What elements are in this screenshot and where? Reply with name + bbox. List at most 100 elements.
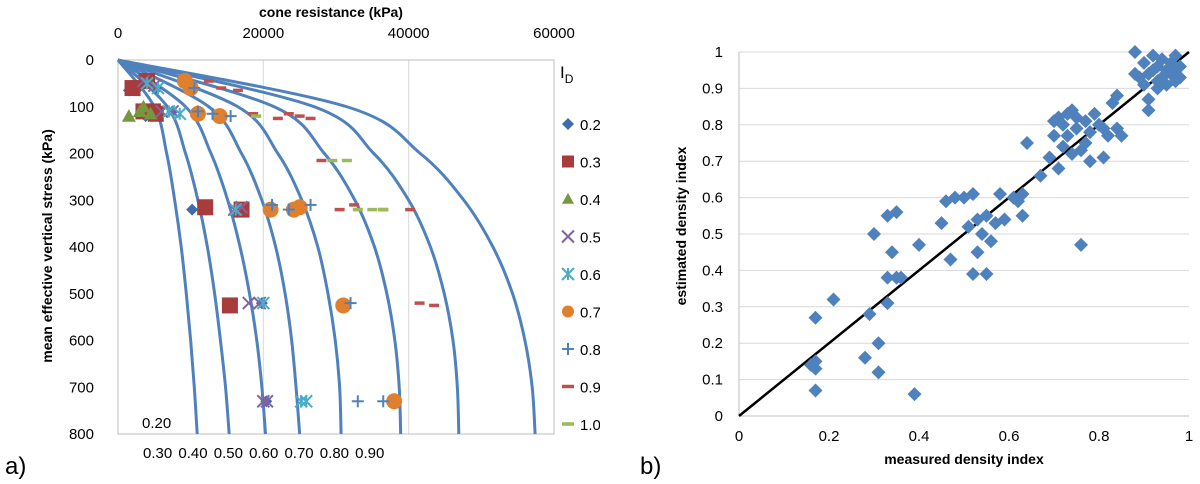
point-050-9 — [260, 394, 274, 408]
grid-b — [739, 51, 1189, 381]
point-b-5 — [826, 292, 841, 307]
point-b-46 — [1051, 161, 1066, 176]
legend-title-a: ID — [560, 63, 574, 86]
legend-label-060: 0.60 — [580, 267, 600, 284]
point-b-59 — [1078, 114, 1093, 129]
point-070-3 — [211, 108, 228, 125]
series-080 — [188, 82, 390, 408]
y-tick-b-3: 0.3 — [702, 299, 723, 316]
legend-marker-060 — [561, 267, 575, 281]
legend-label-080: 0.80 — [580, 342, 600, 359]
point-b-93 — [1173, 70, 1187, 85]
series-100 — [251, 114, 389, 212]
curve-label-first: 0.20 — [142, 415, 171, 432]
plot-frame-a — [117, 59, 555, 435]
legend-label-030: 0.30 — [580, 155, 600, 172]
point-b-6 — [858, 350, 872, 365]
curve-070 — [117, 58, 403, 435]
point-b-40 — [1015, 186, 1030, 201]
curve-label-row: 0.30 0.40 0.50 0.60 0.70 0.80 0.90 — [143, 445, 384, 462]
point-050-4 — [227, 202, 241, 217]
chart-b: measured density index estimated density… — [640, 44, 1193, 480]
point-070-8 — [386, 393, 403, 410]
legend-marker-070 — [562, 305, 574, 318]
x-tick-a-0: 0 — [114, 25, 122, 42]
point-b-17 — [894, 270, 908, 285]
panel-label-b: b) — [640, 453, 661, 480]
point-b-29 — [970, 245, 985, 260]
point-b-61 — [1083, 125, 1097, 140]
point-070-6 — [291, 199, 308, 216]
y-tick-b-5: 0.5 — [702, 226, 723, 243]
point-b-2 — [808, 354, 823, 369]
curve-060 — [117, 58, 343, 435]
point-b-13 — [880, 296, 895, 311]
point-b-55 — [1069, 121, 1084, 136]
point-b-10 — [871, 365, 886, 380]
point-b-72 — [1128, 45, 1142, 59]
x-axis-title-a: cone resistance (kPa) — [259, 4, 403, 20]
fit-line-b — [738, 51, 1190, 417]
point-b-33 — [984, 234, 998, 249]
legend-label-100: 1.00 — [580, 417, 600, 434]
y-tick-b-0: 0 — [715, 408, 723, 425]
y-tick-b-7: 0.7 — [702, 153, 723, 170]
curve-080 — [117, 58, 461, 435]
x-tick-a-2: 40000 — [388, 25, 430, 42]
legend-label-020: 0.20 — [580, 117, 600, 134]
point-b-30 — [975, 227, 989, 241]
point-060-5 — [256, 296, 271, 310]
y-tick-a-3: 300 — [69, 192, 94, 209]
point-b-8 — [867, 227, 881, 241]
x-tick-a-1: 20000 — [242, 25, 284, 42]
series-040 — [121, 99, 158, 122]
series-070 — [176, 73, 403, 410]
legend-title-sub: D — [565, 72, 574, 86]
point-080-1 — [191, 105, 204, 118]
x-tick-b-5: 1 — [1185, 428, 1193, 445]
point-b-91 — [1168, 48, 1183, 63]
point-b-76 — [1141, 92, 1156, 107]
legend-label-090: 0.90 — [580, 380, 600, 397]
point-080-8 — [351, 395, 364, 408]
point-b-51 — [1060, 128, 1075, 143]
point-b-25 — [961, 219, 976, 234]
y-tick-a-8: 800 — [69, 426, 94, 443]
point-060-1 — [151, 81, 165, 95]
point-070-7 — [335, 297, 352, 314]
x-tick-b-1: 0.2 — [819, 428, 840, 445]
point-b-4 — [808, 310, 823, 325]
point-050-6 — [242, 296, 256, 310]
point-b-48 — [1056, 139, 1070, 154]
legend-title-main: I — [560, 63, 565, 82]
series-090 — [203, 79, 440, 308]
y-tick-a-1: 100 — [69, 99, 94, 116]
point-080-6 — [304, 198, 317, 211]
point-b-70 — [1114, 128, 1129, 143]
point-060-4 — [229, 202, 243, 217]
point-b-26 — [966, 267, 980, 282]
point-030-5 — [197, 199, 214, 216]
point-b-42 — [1033, 168, 1048, 183]
chart-a: cone resistance (kPa) mean effective ver… — [5, 4, 600, 480]
point-020-8 — [186, 203, 199, 216]
point-b-75 — [1137, 77, 1151, 92]
y-tick-a-2: 200 — [69, 146, 94, 163]
curves-a — [116, 58, 537, 435]
legend-label-040: 0.40 — [580, 192, 600, 209]
curve-090 — [117, 58, 537, 435]
point-080-4 — [266, 198, 279, 211]
point-060-2 — [162, 104, 176, 119]
legend-a: 0.20 0.30 0.40 0.50 0.60 0.70 0.80 0.90 1.00 — [561, 117, 600, 434]
point-b-27 — [966, 186, 980, 201]
point-b-35 — [993, 186, 1007, 201]
point-050-8 — [256, 394, 271, 408]
y-tick-a-5: 500 — [69, 286, 94, 303]
point-b-74 — [1137, 55, 1151, 70]
y-axis-title-a: mean effective vertical stress (kPa) — [39, 129, 55, 362]
point-b-31 — [979, 267, 994, 282]
point-b-36 — [997, 212, 1012, 227]
point-020-9 — [255, 297, 268, 310]
y-tick-b-9: 0.9 — [702, 80, 723, 97]
point-040-3 — [143, 106, 158, 120]
